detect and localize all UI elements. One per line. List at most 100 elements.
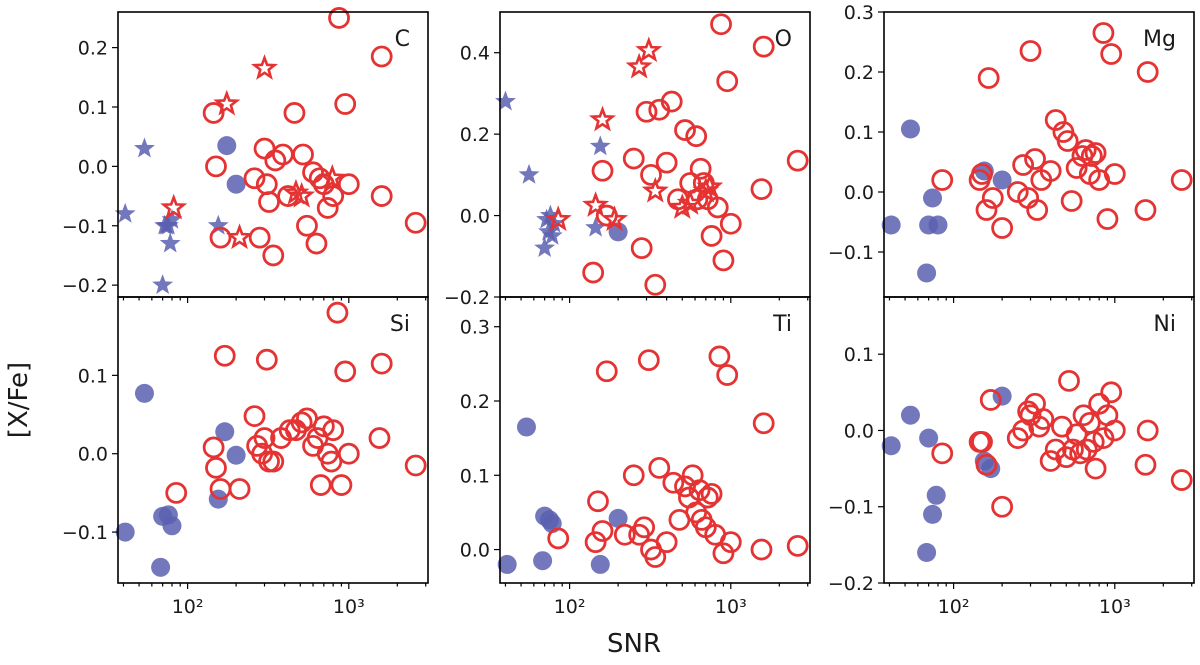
point-si-circle-red-10 bbox=[255, 348, 278, 371]
point-si-circle-red-1 bbox=[202, 436, 225, 459]
point-si-circle-red-26 bbox=[330, 474, 353, 496]
x-tick-label: 10² bbox=[938, 596, 970, 618]
point-mg-circle-red-32 bbox=[1170, 169, 1193, 191]
point-o-star-blue-0 bbox=[495, 90, 516, 111]
point-c-circle-red-12 bbox=[283, 102, 306, 124]
point-o-circle-red-7 bbox=[644, 273, 667, 296]
point-si-circle-red-30 bbox=[370, 352, 393, 375]
point-c-circle-red-3 bbox=[243, 167, 266, 190]
y-tick-label: −0.1 bbox=[828, 497, 874, 519]
point-o-circle-red-16 bbox=[689, 157, 712, 180]
y-tick-label: 0.1 bbox=[844, 344, 874, 366]
point-ti-circle-red-9 bbox=[637, 349, 660, 372]
point-c-circle-red-5 bbox=[253, 137, 276, 160]
point-o-circle-red-1 bbox=[591, 159, 614, 182]
point-o-circle-blue-0 bbox=[608, 222, 628, 242]
point-mg-circle-red-2 bbox=[971, 163, 993, 185]
point-mg-circle-red-26 bbox=[1092, 22, 1115, 44]
point-ti-circle-red-1 bbox=[584, 531, 607, 554]
y-tick-label: −0.1 bbox=[828, 242, 874, 264]
point-mg-circle-blue-0 bbox=[881, 215, 901, 235]
point-o-circle-red-9 bbox=[655, 151, 678, 174]
y-tick-label: 0.2 bbox=[460, 391, 490, 413]
point-ni-circle-blue-1 bbox=[900, 405, 920, 425]
y-tick-label: 0.2 bbox=[78, 38, 108, 60]
point-c-star-red-5 bbox=[288, 181, 316, 208]
point-c-circle-red-15 bbox=[302, 161, 324, 184]
point-ti-circle-blue-2 bbox=[533, 551, 553, 571]
point-si-circle-blue-7 bbox=[215, 422, 235, 442]
point-c-star-blue-2 bbox=[152, 274, 174, 295]
point-mg-circle-red-4 bbox=[977, 67, 1000, 89]
point-ti-circle-red-0 bbox=[547, 527, 570, 550]
point-ti-circle-red-24 bbox=[700, 482, 723, 505]
panel-label: Mg bbox=[1143, 27, 1176, 52]
panel-si: −0.1 0.0 0.1 10² 10³ Si bbox=[62, 296, 429, 618]
point-ni-circle-red-32 bbox=[1136, 419, 1159, 442]
point-mg-circle-red-8 bbox=[1012, 154, 1035, 176]
y-tick-label: 0.0 bbox=[78, 156, 108, 178]
point-mg-circle-red-5 bbox=[981, 187, 1004, 209]
point-ni-circle-red-22 bbox=[1075, 438, 1098, 461]
point-ti-circle-red-13 bbox=[655, 531, 678, 554]
point-ni-circle-red-12 bbox=[1032, 408, 1055, 430]
point-si-circle-red-23 bbox=[320, 450, 343, 473]
y-tick-label: 0.0 bbox=[844, 182, 874, 204]
point-o-circle-red-27 bbox=[786, 149, 809, 172]
point-o-star-red-5 bbox=[635, 36, 663, 63]
point-o-circle-red-20 bbox=[706, 196, 729, 219]
point-ni-circle-red-27 bbox=[1092, 427, 1115, 449]
point-o-star-red-0 bbox=[544, 205, 572, 232]
point-mg-circle-red-11 bbox=[1024, 148, 1046, 170]
panel-label: O bbox=[775, 27, 792, 52]
point-ti-circle-red-32 bbox=[786, 534, 809, 557]
point-o-circle-red-0 bbox=[582, 261, 605, 284]
y-tick-label: −0.2 bbox=[828, 573, 874, 595]
point-ni-circle-blue-2 bbox=[917, 542, 937, 562]
panel-label: C bbox=[395, 27, 410, 52]
point-si-circle-red-20 bbox=[309, 474, 332, 496]
point-mg-circle-blue-5 bbox=[928, 215, 948, 235]
point-c-circle-red-19 bbox=[316, 197, 339, 219]
point-c-circle-red-16 bbox=[305, 232, 328, 255]
point-c-star-red-3 bbox=[250, 54, 279, 80]
point-ni-circle-red-31 bbox=[1134, 453, 1157, 476]
point-o-circle-red-4 bbox=[630, 237, 653, 260]
point-mg-circle-blue-2 bbox=[917, 263, 937, 283]
point-ni-circle-red-2 bbox=[971, 431, 993, 453]
point-c-circle-red-2 bbox=[209, 226, 232, 249]
point-ni-circle-blue-3 bbox=[919, 428, 939, 448]
point-mg-circle-red-0 bbox=[931, 169, 954, 191]
point-c-star-red-1 bbox=[213, 89, 241, 116]
panel-c: −0.2 −0.1 0.0 0.1 0.2 C bbox=[62, 7, 429, 303]
point-si-circle-red-9 bbox=[253, 427, 276, 449]
point-c-star-blue-0 bbox=[114, 202, 136, 223]
point-o-circle-red-21 bbox=[710, 13, 732, 36]
point-c-circle-red-26 bbox=[404, 211, 427, 234]
point-o-circle-red-25 bbox=[750, 178, 773, 201]
point-ti-circle-red-30 bbox=[750, 538, 773, 561]
point-si-circle-red-12 bbox=[262, 450, 285, 473]
y-tick-label: −0.1 bbox=[62, 522, 108, 544]
point-o-star-blue-9 bbox=[585, 216, 607, 237]
point-ti-circle-red-8 bbox=[633, 516, 656, 539]
y-tick-label: 0.1 bbox=[460, 465, 490, 487]
point-ti-circle-red-23 bbox=[696, 486, 719, 509]
point-mg-circle-red-6 bbox=[991, 217, 1014, 239]
point-c-circle-red-1 bbox=[205, 155, 227, 178]
point-o-star-blue-1 bbox=[518, 163, 540, 184]
y-tick-label: 0.0 bbox=[460, 206, 490, 228]
point-ni-circle-red-29 bbox=[1100, 381, 1123, 404]
point-si-circle-red-27 bbox=[334, 360, 357, 383]
y-tick-label: 0.2 bbox=[460, 124, 490, 146]
point-si-circle-red-24 bbox=[322, 419, 345, 442]
y-tick-label: 0.2 bbox=[844, 62, 874, 84]
point-mg-circle-blue-7 bbox=[992, 170, 1012, 190]
point-o-star-red-4 bbox=[625, 52, 653, 79]
point-ti-circle-blue-7 bbox=[608, 508, 628, 528]
point-c-circle-red-8 bbox=[262, 244, 285, 267]
point-ti-circle-red-27 bbox=[712, 542, 735, 565]
point-ni-circle-blue-8 bbox=[992, 386, 1012, 406]
y-tick-label: −0.2 bbox=[62, 275, 108, 297]
point-ni-circle-blue-4 bbox=[923, 504, 943, 524]
